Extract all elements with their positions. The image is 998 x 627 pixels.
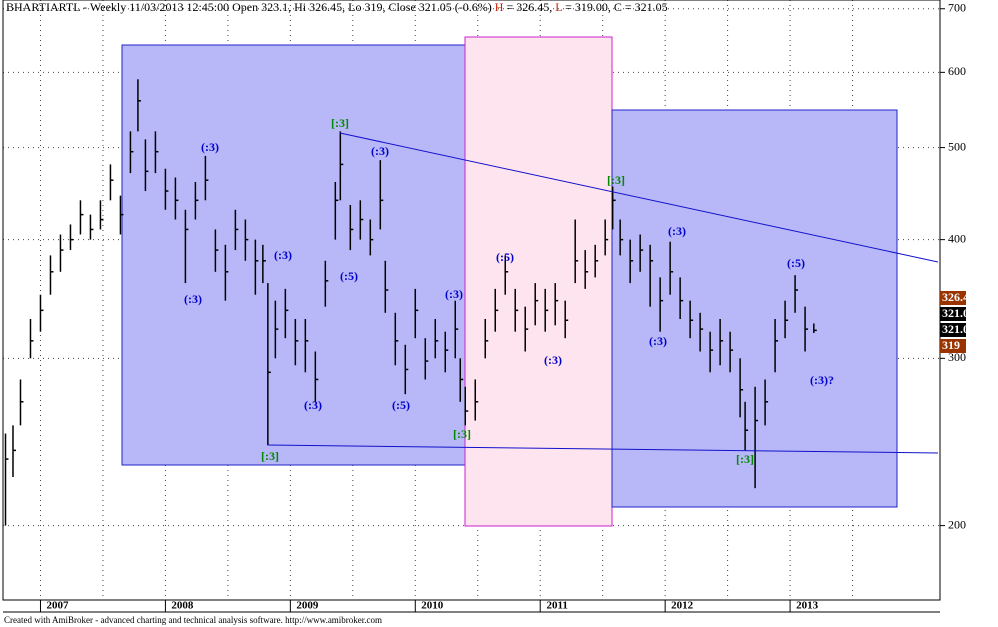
price-box — [940, 307, 966, 321]
y-tick-label: 200 — [948, 517, 966, 531]
wave-label: (:3) — [371, 144, 389, 158]
footer: Created with AmiBroker - advanced charti… — [4, 615, 382, 625]
wave-label: [:3] — [607, 173, 625, 187]
price-box — [940, 291, 966, 305]
x-tick-label: 2011 — [547, 600, 568, 612]
price-bars — [4, 79, 817, 526]
wave-label: (:5) — [340, 269, 358, 283]
x-tick-label: 2010 — [421, 600, 444, 612]
wave-box — [464, 36, 613, 527]
wave-label: (:5) — [787, 256, 805, 270]
wave-label: (:3) — [304, 398, 322, 412]
y-tick-label: 400 — [948, 231, 966, 245]
wave-label: (:5) — [392, 398, 410, 412]
summary-text: = 319.00, C = 321.05 — [562, 0, 668, 14]
y-tick-label: 300 — [948, 350, 966, 364]
price-label: 321.05 — [942, 322, 975, 336]
wave-label: [:3] — [736, 452, 754, 466]
x-tick-label: 2013 — [796, 600, 819, 612]
title: BHARTIARTL - Weekly 11/03/2013 12:45:00 … — [6, 0, 492, 14]
wave-label: (:3) — [668, 224, 686, 238]
trend-line — [339, 132, 939, 263]
wave-label: (:3) — [184, 292, 202, 306]
wave-label: (:3) — [201, 140, 219, 154]
wave-box — [121, 44, 466, 466]
y-tick-label: 600 — [948, 64, 966, 78]
price-label: 326.45 — [942, 290, 975, 304]
price-box — [940, 323, 966, 337]
summary-text: = 326.45, — [503, 0, 555, 14]
wave-label: (:3) — [544, 353, 562, 367]
x-tick-label: 2008 — [171, 600, 194, 612]
price-label: 321.05 — [942, 306, 975, 320]
wave-label: [:3] — [453, 427, 471, 441]
wave-label: (:3) — [274, 248, 292, 262]
y-tick-label: 700 — [948, 0, 966, 14]
price-box — [940, 339, 966, 353]
wave-label: (:5) — [496, 250, 514, 264]
wave-label: [:3] — [331, 116, 349, 130]
price-label: 319 — [942, 338, 960, 352]
wave-label: (:3)? — [810, 373, 834, 387]
summary-l: L — [555, 0, 562, 14]
y-tick-label: 500 — [948, 139, 966, 153]
wave-label: (:3) — [649, 334, 667, 348]
x-tick-label: 2009 — [296, 600, 319, 612]
wave-label: [:3] — [261, 449, 279, 463]
x-tick-label: 2012 — [671, 600, 694, 612]
chart-title: BHARTIARTL - Weekly 11/03/2013 12:45:00 … — [6, 0, 668, 14]
wave-label: (:3) — [445, 287, 463, 301]
x-tick-label: 2007 — [46, 600, 69, 612]
summary-h: H — [495, 0, 504, 14]
trend-line — [267, 444, 939, 454]
annotations: (:3) (:3) (:3) (:3) (:3) (:5) (:5) (:3) (:5) (:3)… — [184, 116, 834, 466]
